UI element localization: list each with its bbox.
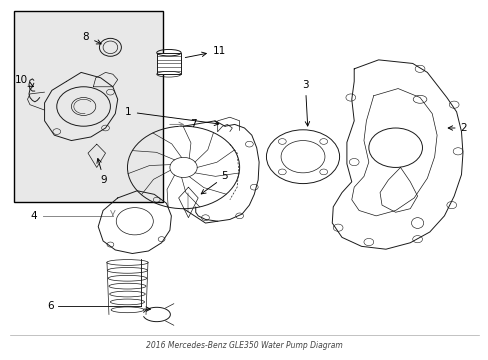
Text: 7: 7: [169, 120, 196, 129]
Text: 4: 4: [30, 211, 37, 221]
Text: 2: 2: [447, 123, 466, 133]
Text: 5: 5: [201, 171, 228, 194]
Text: 2016 Mercedes-Benz GLE350 Water Pump Diagram: 2016 Mercedes-Benz GLE350 Water Pump Dia…: [146, 341, 342, 350]
Text: 8: 8: [82, 32, 101, 44]
Text: 9: 9: [97, 158, 107, 185]
Bar: [157, 53, 181, 74]
Text: 6: 6: [47, 301, 54, 311]
Bar: [14, 12, 163, 202]
Text: 3: 3: [302, 80, 309, 126]
Text: 10: 10: [15, 75, 33, 86]
Text: 1: 1: [125, 107, 218, 126]
Text: 11: 11: [185, 46, 225, 58]
